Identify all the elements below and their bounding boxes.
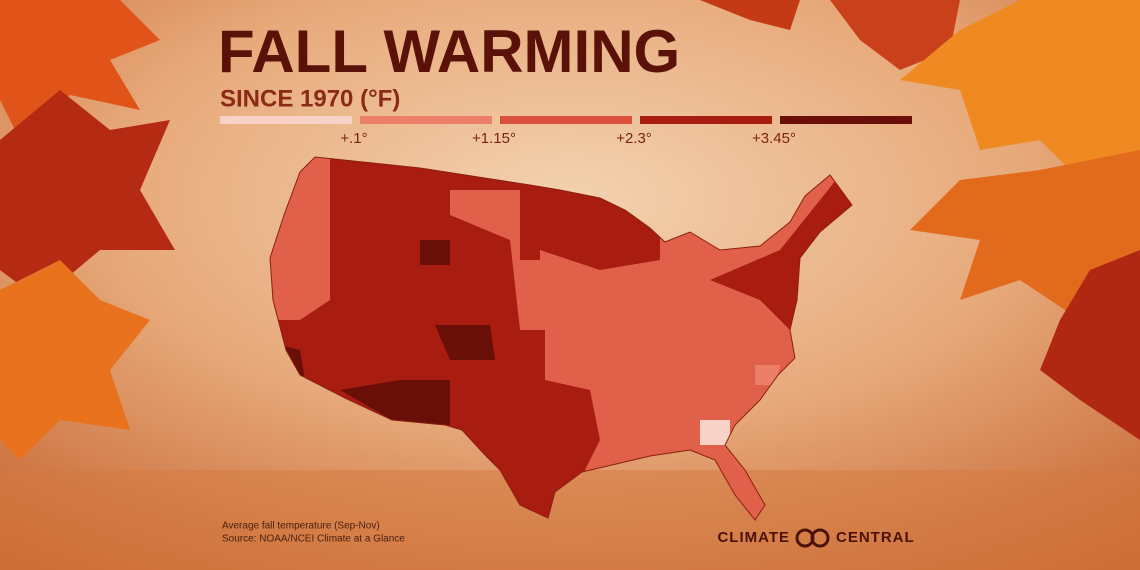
- leaves: [0, 0, 1140, 460]
- logo-text: CENTRAL: [836, 529, 915, 546]
- map-region: [450, 190, 540, 330]
- leaf: [830, 0, 960, 70]
- leaf: [900, 0, 1140, 180]
- legend: +.1° +1.15° +2.3° +3.45°: [220, 116, 912, 147]
- legend-swatch: [360, 116, 492, 124]
- legend-swatch: [640, 116, 772, 124]
- map-region: [340, 380, 450, 425]
- map-region: [500, 330, 600, 520]
- logo-text: CLIMATE: [717, 529, 790, 546]
- leaf: [0, 260, 150, 460]
- leaf: [0, 0, 160, 140]
- map-region: [420, 240, 450, 265]
- leaf: [700, 0, 800, 30]
- legend-swatch: [780, 116, 912, 124]
- map-region: [435, 325, 495, 360]
- map-region: [755, 365, 780, 385]
- logo-icon: [810, 528, 830, 548]
- legend-swatch: [220, 116, 352, 124]
- leaf: [0, 90, 175, 300]
- title: FALL WARMING: [218, 18, 680, 85]
- legend-label: +2.3°: [616, 130, 652, 147]
- legend-label: +.1°: [340, 130, 367, 147]
- source-line: Average fall temperature (Sep-Nov): [222, 521, 380, 532]
- leaf: [910, 150, 1140, 320]
- leaf: [1040, 250, 1140, 440]
- subtitle: SINCE 1970 (°F): [220, 85, 400, 112]
- us-map: [270, 157, 852, 520]
- legend-label: +1.15°: [472, 130, 516, 147]
- legend-label: +3.45°: [752, 130, 796, 147]
- background-haze: [0, 470, 1140, 570]
- source-line: Source: NOAA/NCEI Climate at a Glance: [222, 534, 405, 545]
- map-region: [700, 420, 730, 445]
- legend-swatch: [500, 116, 632, 124]
